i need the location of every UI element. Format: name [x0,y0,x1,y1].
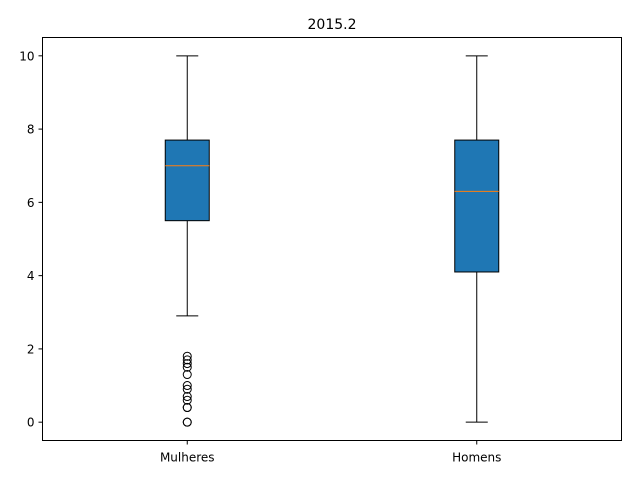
mulheres-outlier-12 [182,351,192,361]
mulheres-outlier-8 [182,370,192,380]
mulheres-outlier-1 [182,417,192,427]
mulheres-outlier-7 [182,381,192,391]
y-tick-label-0: 0 [27,416,35,430]
homens-box [454,139,500,273]
mulheres-outlier-4 [182,395,192,405]
mulheres-outlier-5 [182,392,192,402]
mulheres-outlier-9 [182,362,192,372]
mulheres-outlier-11 [182,355,192,365]
axes-frame [42,37,622,441]
mulheres-outlier-10 [182,359,192,369]
chart-title: 2015.2 [308,17,357,33]
mulheres-box [164,139,210,222]
plot-area: 0 2 4 6 8 10 Mulheres Homens [19,49,501,464]
y-tick-label-4: 8 [27,123,35,137]
y-tick-label-5: 10 [19,49,34,63]
mulheres-outlier-3 [182,403,192,413]
mulheres-outlier-6 [182,384,192,394]
x-tick-label-0: Mulheres [160,451,215,465]
y-tick-label-3: 6 [27,196,35,210]
y-tick-label-1: 2 [27,342,35,356]
y-tick-label-2: 4 [27,269,35,283]
x-tick-label-1: Homens [452,451,501,465]
